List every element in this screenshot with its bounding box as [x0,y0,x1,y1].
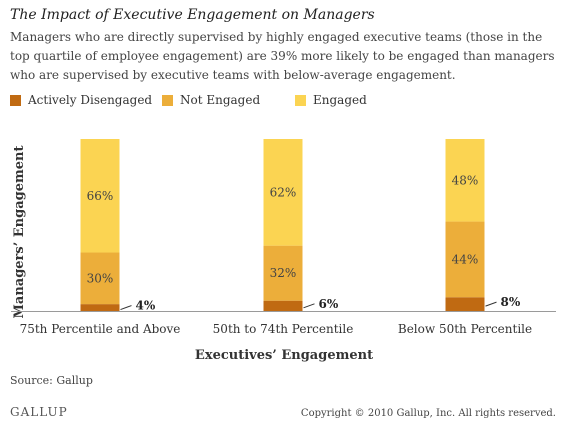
source-note: Source: Gallup [10,374,93,387]
bar-1-segment-1 [80,304,120,311]
legend-label-not-engaged: Not Engaged [180,93,261,107]
stacked-bar-chart: Managers’ Engagement Executives’ Engagem… [11,139,556,363]
legend-swatch-engaged [295,95,306,106]
data-label-3-3: 48% [452,173,479,187]
x-tick-label-2: 50th to 74th Percentile [213,322,354,336]
data-label-3-1: 8% [501,295,521,309]
data-label-1-3: 66% [87,189,114,203]
leader-line-3 [485,301,497,307]
gallup-logo: GALLUP [10,405,68,419]
bar-3-segment-3 [445,139,485,222]
bar-1-segment-2 [80,252,120,305]
bar-2-segment-3 [263,139,303,246]
copyright-note: Copyright © 2010 Gallup, Inc. All rights… [300,408,556,419]
data-label-1-1: 4% [136,299,156,313]
x-tick-label-3: Below 50th Percentile [398,322,532,336]
leader-line-1 [120,305,132,311]
data-label-1-2: 30% [87,271,114,285]
bar-2-segment-2 [263,245,303,301]
chart-subtitle: Managers who are directly supervised by … [10,30,555,82]
leader-line-2 [303,303,315,309]
x-tick-label-1: 75th Percentile and Above [20,322,181,336]
legend-label-engaged: Engaged [313,93,367,107]
data-label-2-1: 6% [319,297,339,311]
legend-swatch-actively-disengaged [10,95,21,106]
legend-swatch-not-engaged [162,95,173,106]
y-axis-label: Managers’ Engagement [12,146,27,319]
bar-1-segment-3 [80,139,120,253]
data-label-3-2: 44% [452,252,479,266]
bar-2-segment-1 [263,300,303,311]
bar-3-segment-1 [445,297,485,311]
data-label-2-3: 62% [270,185,297,199]
data-label-2-2: 32% [270,266,297,280]
bar-3-segment-2 [445,221,485,298]
legend-label-actively-disengaged: Actively Disengaged [28,93,153,107]
chart-title: The Impact of Executive Engagement on Ma… [10,7,375,23]
x-axis-label: Executives’ Engagement [195,348,373,363]
